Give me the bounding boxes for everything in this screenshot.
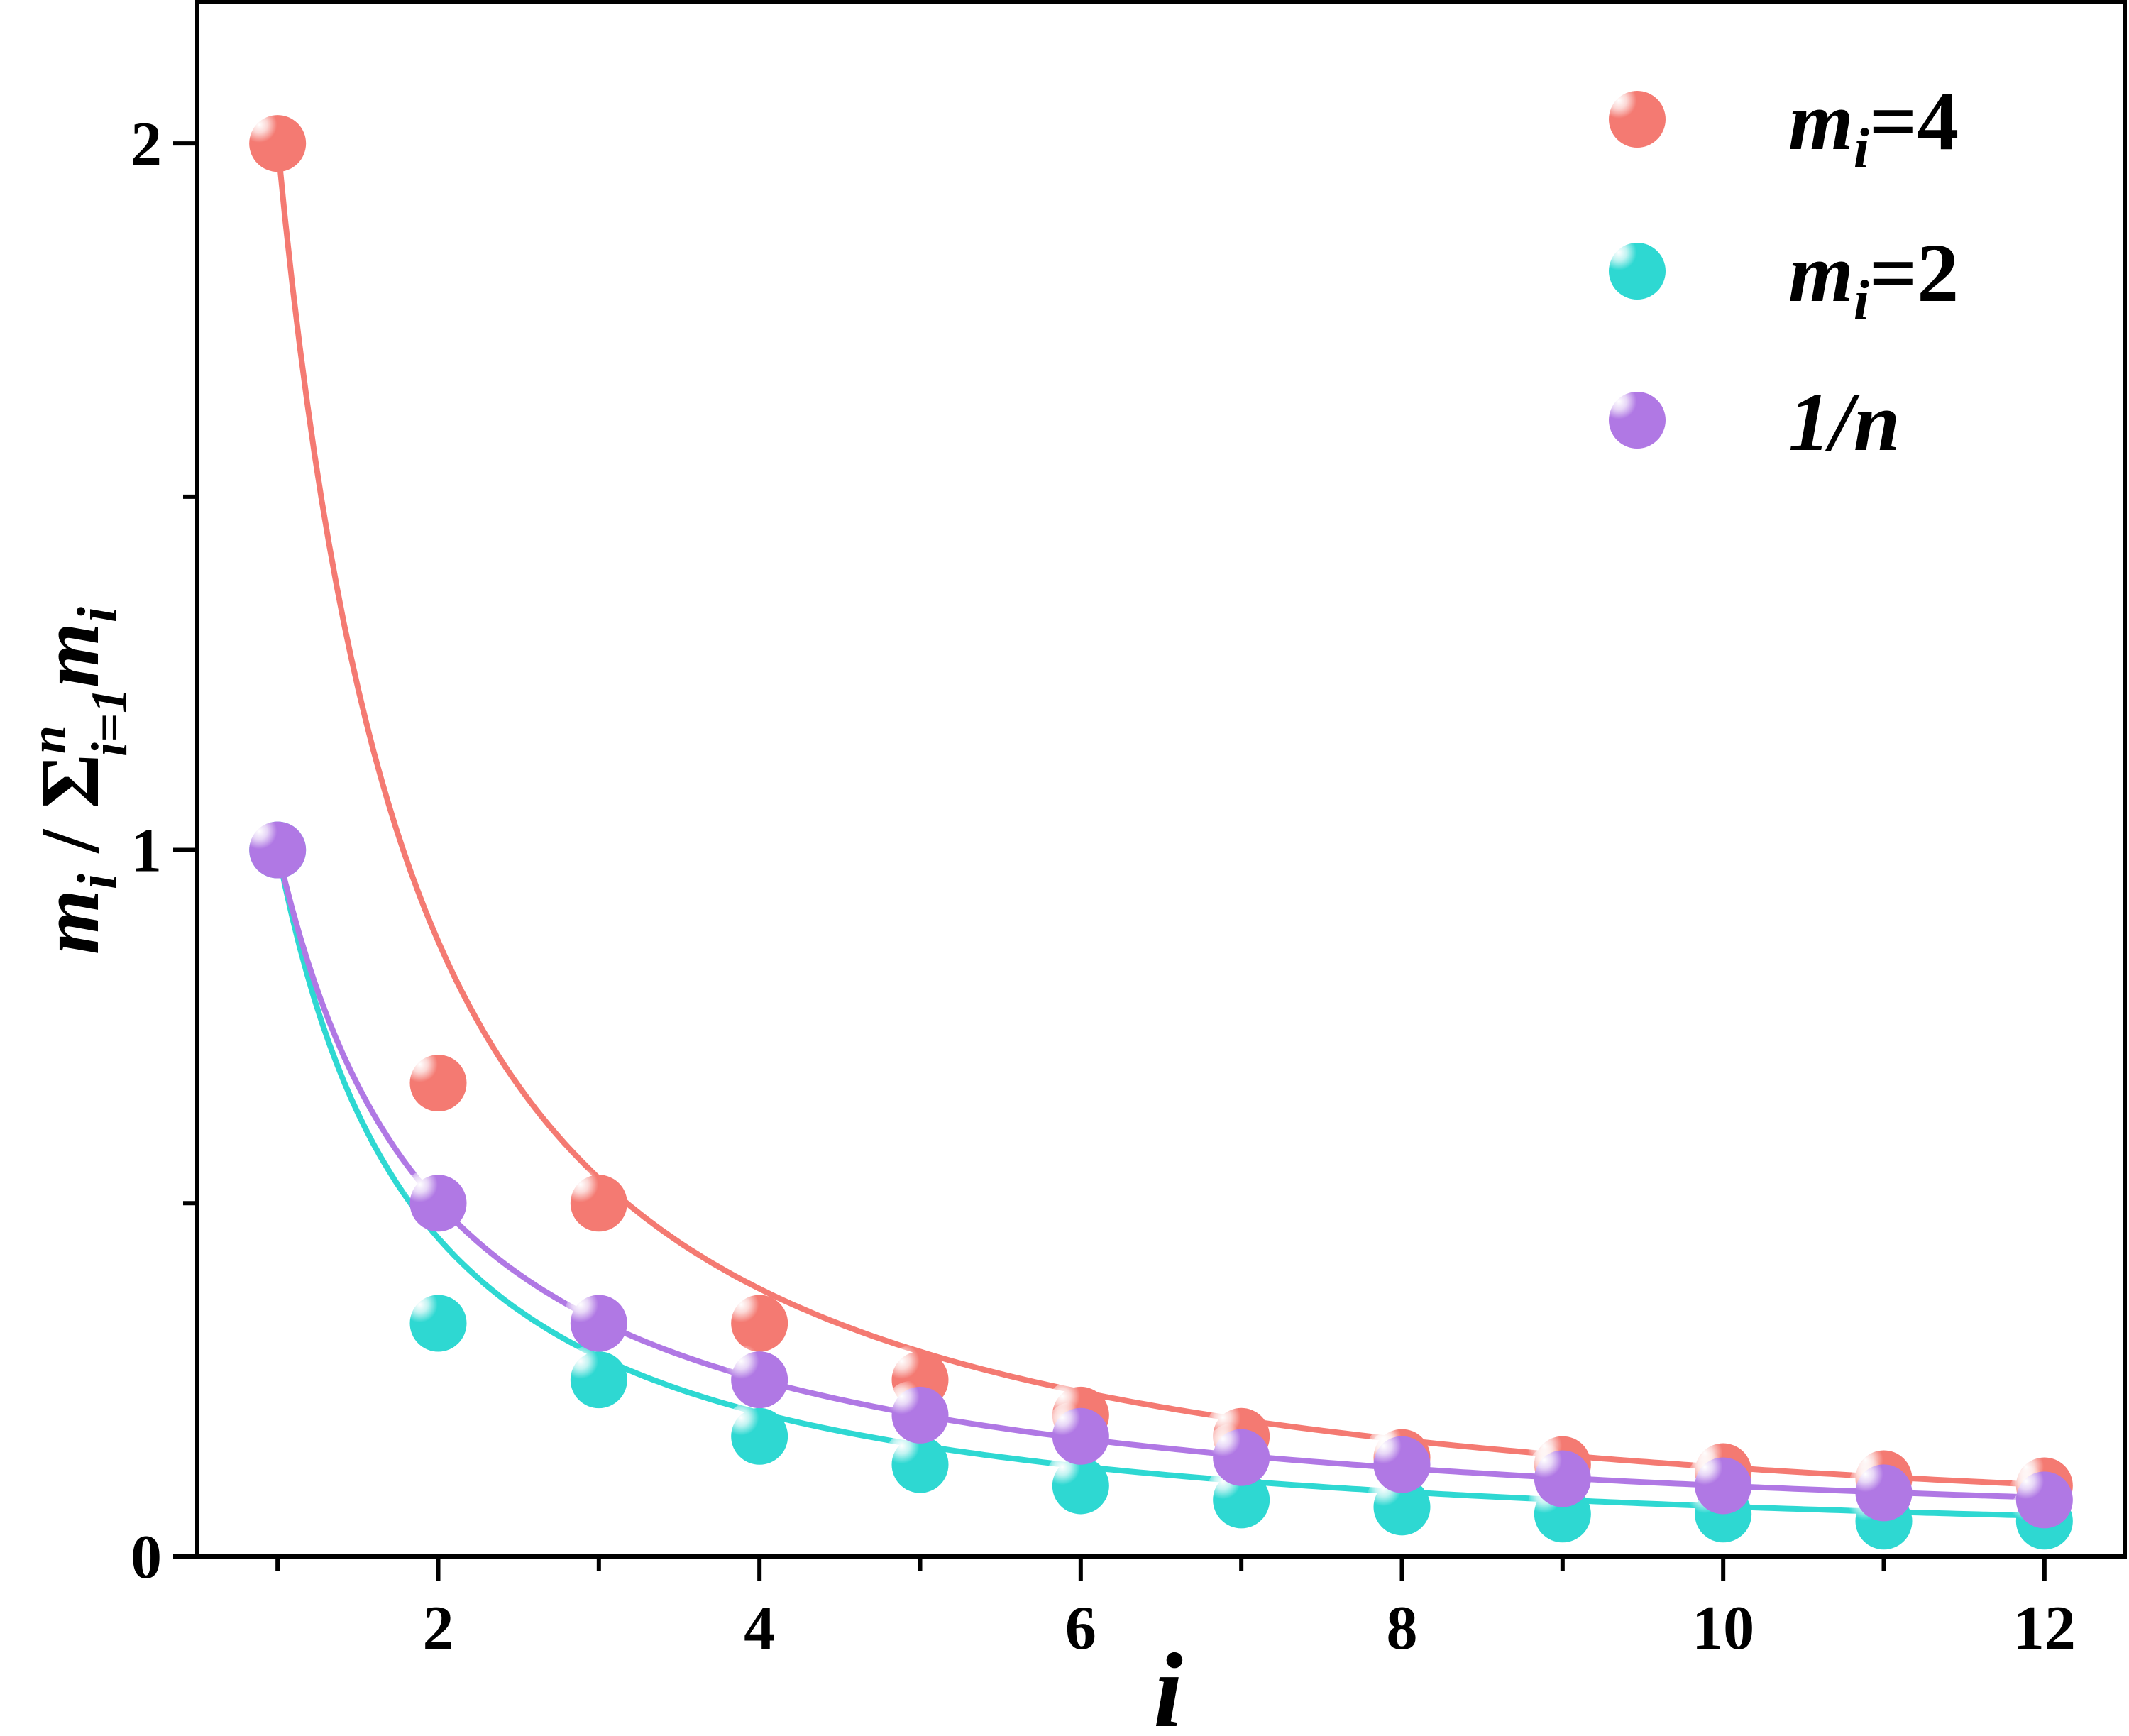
data-point-series2 — [1367, 1430, 1431, 1493]
legend-m4-sub: i — [1854, 118, 1869, 180]
legend-m2-m: m — [1788, 226, 1854, 319]
legend-item-1n: 1/n — [1602, 375, 1900, 468]
x-tick-label: 10 — [1692, 1594, 1754, 1663]
svg-text:mi / Σni=1mi: mi / Σni=1mi — [20, 607, 138, 955]
data-point-series2 — [1527, 1444, 1591, 1507]
x-tick-label: 6 — [1065, 1594, 1096, 1663]
data-point-series2 — [1206, 1423, 1270, 1486]
data-point-series1 — [725, 1402, 788, 1465]
y-title-sub: i=1 — [81, 688, 138, 757]
data-point-series2 — [1045, 1402, 1109, 1465]
x-tick-label: 12 — [2013, 1594, 2076, 1663]
data-point-series2 — [885, 1380, 949, 1444]
y-title-i2: i — [67, 607, 129, 622]
y-tick-label: 0 — [131, 1523, 162, 1592]
data-point-series2 — [725, 1346, 788, 1409]
x-axis-title: i — [1153, 1632, 1183, 1736]
y-axis-title: mi / Σni=1mi — [20, 607, 138, 955]
legend-item-m2: mi=2 — [1602, 226, 1959, 332]
legend-item-m4: mi=4 — [1602, 75, 1959, 180]
fit-curve-1 — [275, 849, 2045, 1519]
fit-curve-2 — [275, 849, 2045, 1500]
data-point-series2 — [243, 815, 307, 879]
y-tick-label: 2 — [131, 110, 162, 179]
y-title-m: m — [23, 889, 116, 955]
legend-m2-sub: i — [1854, 270, 1869, 332]
fit-curve-0 — [275, 143, 2045, 1488]
legend-label-m2: mi=2 — [1788, 226, 1959, 332]
y-tick-label: 1 — [131, 817, 162, 886]
legend-m4-rest: =4 — [1869, 75, 1959, 167]
data-point-series2 — [563, 1289, 627, 1352]
data-point-series0 — [563, 1169, 627, 1232]
data-point-series2 — [403, 1169, 467, 1232]
y-title-sigma: Σ — [23, 754, 116, 808]
data-point-series2 — [1688, 1451, 1752, 1515]
x-tick-label: 2 — [423, 1594, 454, 1663]
legend-m4-m: m — [1788, 75, 1854, 167]
legend: mi=4 mi=2 1/n — [1602, 75, 1959, 468]
legend-label-1n: 1/n — [1788, 375, 1900, 468]
data-point-series0 — [243, 109, 307, 172]
y-title-sup: n — [20, 725, 77, 754]
legend-m2-rest: =2 — [1869, 226, 1959, 319]
data-point-series1 — [403, 1289, 467, 1352]
fit-curves — [275, 143, 2045, 1519]
data-point-series0 — [403, 1049, 467, 1112]
data-point-series2 — [2009, 1466, 2073, 1529]
data-point-series0 — [725, 1289, 788, 1352]
data-point-series1 — [563, 1346, 627, 1409]
data-point-series2 — [1849, 1458, 1913, 1522]
y-title-m2: m — [23, 622, 116, 688]
x-tick-label: 8 — [1387, 1594, 1418, 1663]
y-title-i: i — [67, 874, 129, 889]
x-tick-label: 4 — [744, 1594, 775, 1663]
y-title-sep: / — [23, 808, 116, 874]
data-points — [243, 109, 2073, 1550]
plot-frame — [195, 0, 2127, 1559]
legend-label-m4: mi=4 — [1788, 75, 1959, 180]
